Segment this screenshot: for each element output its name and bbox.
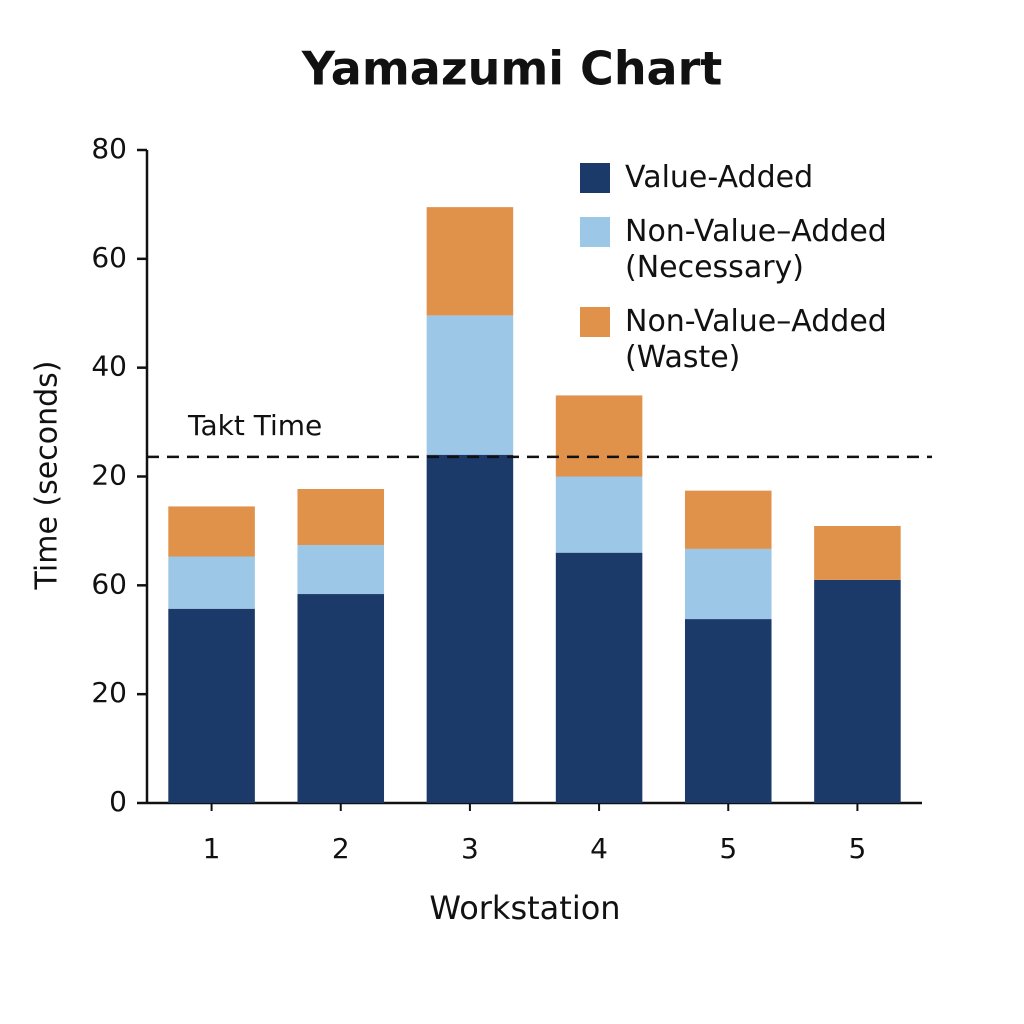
bar-segment (814, 579, 901, 803)
bar-segment (684, 490, 772, 549)
takt-label: Takt Time (187, 409, 322, 442)
x-axis-label: Workstation (429, 889, 620, 927)
bar-segment (168, 556, 255, 609)
bar-segment (555, 476, 643, 553)
legend-entry: Non-Value–Added (Necessary) (580, 214, 920, 286)
bar-segment (555, 395, 643, 477)
x-tick-label: 5 (849, 832, 867, 865)
x-tick-label: 1 (203, 832, 221, 865)
x-tick-label: 4 (590, 832, 608, 865)
y-tick-label: 20 (91, 676, 127, 709)
legend-swatch (580, 163, 610, 193)
bar-segment (555, 552, 643, 803)
x-tick-label: 5 (719, 832, 737, 865)
legend-swatch (580, 307, 610, 337)
legend-swatch (580, 217, 610, 247)
bar-segment (684, 548, 772, 620)
legend-label: Non-Value–Added (Waste) (625, 304, 887, 375)
y-tick-label: 80 (91, 132, 127, 165)
bar-segment (426, 454, 514, 803)
y-tick-label: 60 (91, 241, 127, 274)
y-tick-label: 60 (91, 567, 127, 600)
legend-label: Non-Value–Added (Necessary) (625, 214, 887, 285)
chart-title: Yamazumi Chart (301, 42, 723, 96)
bar-segment (297, 594, 385, 803)
bar-segment (426, 207, 514, 316)
bar-segment (814, 526, 901, 580)
bar-segment (297, 489, 385, 546)
y-tick-label: 40 (91, 350, 127, 383)
bar-segment (168, 608, 255, 803)
y-tick-label: 0 (109, 785, 127, 818)
y-axis-label: Time (seconds) (30, 361, 65, 591)
legend-entry: Non-Value–Added (Waste) (580, 304, 920, 376)
legend: Value-Added Non-Value–Added (Necessary) No… (580, 160, 920, 394)
bar-segment (684, 619, 772, 803)
legend-label: Value-Added (625, 160, 814, 195)
y-tick-label: 20 (91, 459, 127, 492)
x-tick-label: 2 (332, 832, 350, 865)
bar-segment (168, 506, 255, 557)
bar-segment (297, 545, 385, 595)
bar-segment (426, 315, 514, 455)
x-tick-label: 3 (461, 832, 479, 865)
legend-entry: Value-Added (580, 160, 920, 196)
